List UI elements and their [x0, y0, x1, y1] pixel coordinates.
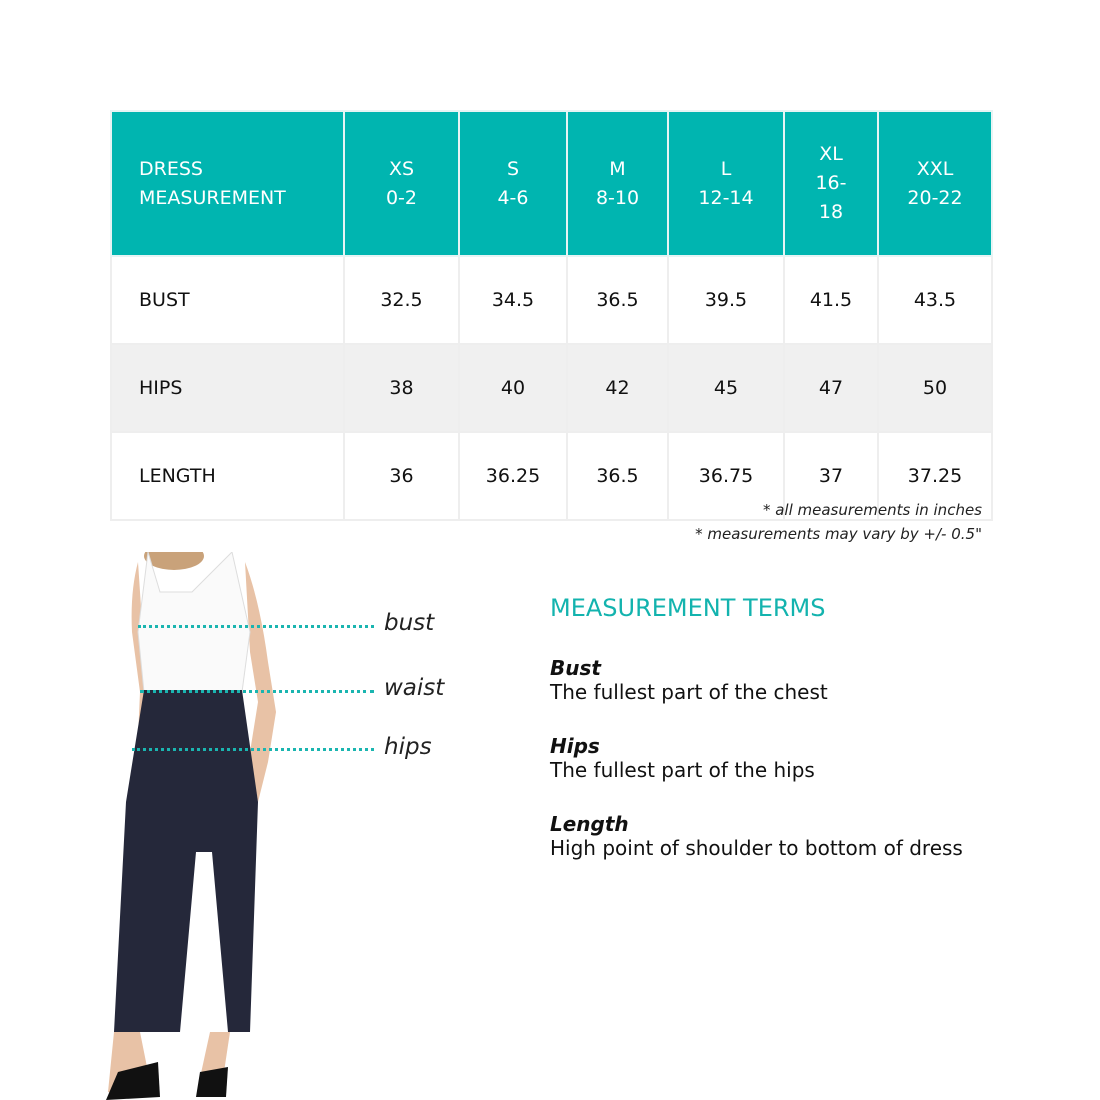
- size-xs: XS 0-2: [343, 110, 460, 257]
- cell: 43.5: [877, 255, 993, 345]
- bust-label: bust: [384, 610, 435, 636]
- waist-label: waist: [384, 675, 445, 701]
- cell: 37.25: [877, 431, 993, 521]
- header-label: DRESS MEASUREMENT: [110, 110, 345, 257]
- cell: 34.5: [458, 255, 568, 345]
- table-row: LENGTH 36 36.25 36.5 36.75 37 37.25: [110, 431, 993, 521]
- term-bust: Bust The fullest part of the chest: [550, 656, 1070, 704]
- term-desc: The fullest part of the hips: [550, 758, 815, 782]
- row-label: BUST: [110, 255, 345, 345]
- size-xl: XL 16-18: [783, 110, 879, 257]
- term-name: Bust: [550, 656, 601, 680]
- cell: 36.5: [566, 431, 669, 521]
- cell: 36: [343, 431, 460, 521]
- table-row: HIPS 38 40 42 45 47 50: [110, 343, 993, 433]
- size-chart-table: DRESS MEASUREMENT XS 0-2 S 4-6 M 8-10 L 12-14…: [110, 110, 993, 521]
- term-length: Length High point of shoulder to bottom o…: [550, 812, 1070, 860]
- row-label: HIPS: [110, 343, 345, 433]
- term-desc: High point of shoulder to bottom of dres…: [550, 836, 963, 860]
- cell: 41.5: [783, 255, 879, 345]
- header-row: DRESS MEASUREMENT XS 0-2 S 4-6 M 8-10 L 12-14…: [110, 110, 993, 257]
- model-figure: [106, 552, 276, 1100]
- term-desc: The fullest part of the chest: [550, 680, 828, 704]
- bust-line: [138, 625, 374, 628]
- size-s: S 4-6: [458, 110, 568, 257]
- row-label: LENGTH: [110, 431, 345, 521]
- hips-line: [132, 748, 374, 751]
- cell: 47: [783, 343, 879, 433]
- term-name: Hips: [550, 734, 600, 758]
- units-note: * all measurements in inches: [762, 501, 982, 519]
- term-name: Length: [550, 812, 629, 836]
- cell: 36.5: [566, 255, 669, 345]
- size-m: M 8-10: [566, 110, 669, 257]
- size-l: L 12-14: [667, 110, 785, 257]
- cell: 36.75: [667, 431, 785, 521]
- cell: 38: [343, 343, 460, 433]
- terms-title: MEASUREMENT TERMS: [550, 594, 826, 622]
- size-xxl: XXL 20-22: [877, 110, 993, 257]
- cell: 36.25: [458, 431, 568, 521]
- term-hips: Hips The fullest part of the hips: [550, 734, 1070, 782]
- cell: 42: [566, 343, 669, 433]
- cell: 45: [667, 343, 785, 433]
- cell: 50: [877, 343, 993, 433]
- measurement-terms: MEASUREMENT TERMS Bust The fullest part o…: [550, 594, 1070, 890]
- cell: 39.5: [667, 255, 785, 345]
- waist-line: [140, 690, 374, 693]
- hips-label: hips: [384, 734, 432, 760]
- cell: 40: [458, 343, 568, 433]
- variance-note: * measurements may vary by +/- 0.5": [695, 525, 982, 543]
- table-row: BUST 32.5 34.5 36.5 39.5 41.5 43.5: [110, 255, 993, 345]
- cell: 37: [783, 431, 879, 521]
- cell: 32.5: [343, 255, 460, 345]
